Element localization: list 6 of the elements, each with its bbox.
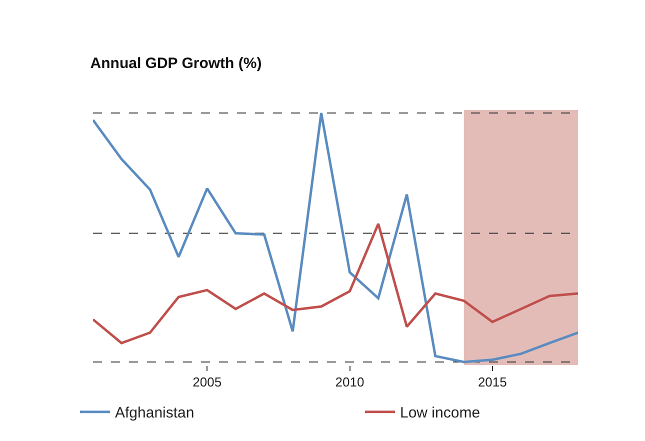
x-tick-label: 2010 (335, 374, 364, 390)
x-tick-label: 2015 (478, 374, 507, 390)
legend-label: Afghanistan (115, 404, 194, 422)
legend-label: Low income (400, 404, 480, 422)
chart-title: Annual GDP Growth (%) (90, 54, 262, 72)
x-tick-label: 2005 (192, 374, 222, 390)
